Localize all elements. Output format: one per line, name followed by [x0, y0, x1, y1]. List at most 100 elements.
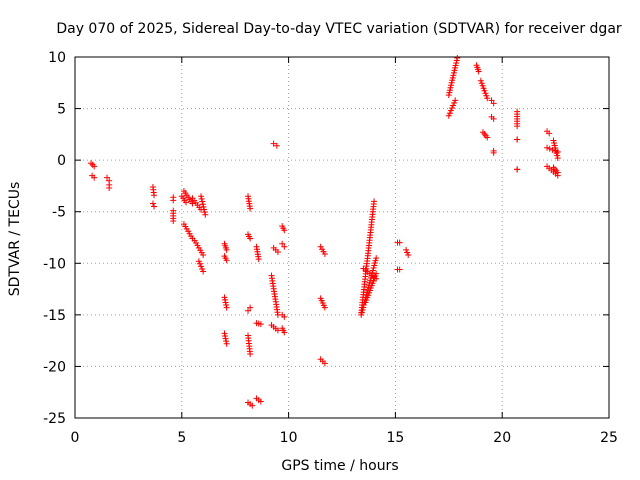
- data-point-61: [195, 258, 202, 265]
- data-point-72: [223, 257, 230, 264]
- axes: 0 5 10 15 20 25 -25 -20 -15 -10 -5 0 5 10: [43, 50, 618, 446]
- data-point-16: [170, 197, 177, 204]
- data-point-50: [200, 203, 207, 210]
- data-point-104: [249, 402, 256, 409]
- data-point-8: [106, 184, 113, 191]
- data-point-289: [480, 85, 487, 92]
- data-point-48: [199, 198, 206, 205]
- data-point-93: [247, 304, 254, 311]
- data-point-32: [183, 199, 190, 206]
- data-point-4: [91, 174, 98, 181]
- x-tick-label-0: 0: [71, 430, 80, 446]
- data-point-81: [223, 338, 230, 345]
- data-point-255: [396, 266, 403, 273]
- data-point-258: [405, 252, 412, 259]
- chart-title: Day 070 of 2025, Sidereal Day-to-day VTE…: [56, 21, 622, 37]
- x-axis-label: GPS time / hours: [281, 458, 398, 474]
- data-point-288: [479, 82, 486, 89]
- data-point-64: [199, 265, 206, 272]
- data-point-141: [274, 327, 281, 334]
- x-tick-label-3: 15: [386, 430, 404, 446]
- data-point-78: [221, 330, 228, 337]
- data-point-5: [104, 174, 111, 181]
- data-point-60: [200, 252, 207, 259]
- plot-frame: [74, 56, 610, 419]
- data-point-276: [446, 110, 453, 117]
- y-tick-label-2: -15: [43, 308, 66, 324]
- x-tick-label-2: 10: [280, 430, 298, 446]
- data-point-251: [373, 270, 380, 277]
- data-point-314: [514, 166, 521, 173]
- y-tick-label-6: 5: [57, 102, 66, 118]
- data-point-318: [546, 145, 553, 152]
- data-point-301: [490, 115, 497, 122]
- data-point-14: [151, 203, 158, 210]
- data-point-52: [201, 209, 208, 216]
- data-point-49: [199, 201, 206, 208]
- x-tick-label-1: 5: [177, 430, 186, 446]
- data-point-82: [223, 340, 230, 347]
- data-point-253: [396, 239, 403, 246]
- data-point-118: [273, 142, 280, 149]
- data-point-257: [404, 249, 411, 256]
- data-point-91: [247, 235, 254, 242]
- data-point-207: [371, 198, 378, 205]
- y-tick-label-7: 10: [48, 50, 66, 66]
- data-point-275: [445, 112, 452, 119]
- data-point-285: [475, 68, 482, 75]
- data-point-92: [245, 307, 252, 314]
- data-point-63: [198, 263, 205, 270]
- y-tick-label-0: -25: [43, 411, 66, 427]
- data-point-278: [449, 105, 456, 112]
- data-point-88: [247, 205, 254, 212]
- data-point-116: [257, 398, 264, 405]
- data-point-298: [488, 97, 495, 104]
- data-point-75: [222, 299, 229, 306]
- y-tick-label-3: -10: [43, 256, 66, 272]
- data-point-151: [281, 329, 288, 336]
- grid-lines: [75, 57, 609, 418]
- data-point-160: [321, 304, 328, 311]
- data-point-69: [223, 246, 230, 253]
- data-point-73: [221, 294, 228, 301]
- data-point-331: [552, 145, 559, 152]
- data-point-335: [554, 155, 561, 162]
- data-point-290: [481, 87, 488, 94]
- data-point-299: [490, 100, 497, 107]
- data-points: [88, 55, 561, 409]
- data-point-12: [151, 192, 158, 199]
- y-tick-label-4: -5: [52, 205, 66, 221]
- data-point-287: [478, 80, 485, 87]
- data-point-121: [274, 248, 281, 255]
- data-point-145: [279, 240, 286, 247]
- data-point-334: [554, 152, 561, 159]
- data-point-317: [544, 144, 551, 151]
- data-point-146: [281, 243, 288, 250]
- data-point-316: [546, 130, 553, 137]
- data-point-310: [514, 123, 521, 130]
- data-point-339: [554, 169, 561, 176]
- data-point-277: [447, 107, 454, 114]
- data-point-291: [482, 90, 489, 97]
- data-point-292: [483, 92, 490, 99]
- data-point-113: [257, 321, 264, 328]
- data-point-13: [149, 200, 156, 207]
- data-point-303: [490, 149, 497, 156]
- data-point-286: [477, 77, 484, 84]
- data-point-51: [201, 206, 208, 213]
- data-point-65: [200, 268, 207, 275]
- data-point-117: [270, 140, 277, 147]
- data-point-148: [281, 313, 288, 320]
- data-point-329: [551, 140, 558, 147]
- y-axis-label: SDTVAR / TECUs: [7, 182, 23, 297]
- data-point-293: [484, 95, 491, 102]
- data-point-47: [198, 195, 205, 202]
- data-point-333: [553, 150, 560, 157]
- data-point-76: [223, 302, 230, 309]
- data-point-62: [196, 260, 203, 267]
- data-point-328: [550, 137, 557, 144]
- y-tick-label-1: -20: [43, 359, 66, 375]
- data-point-79: [222, 333, 229, 340]
- x-tick-label-4: 20: [493, 430, 511, 446]
